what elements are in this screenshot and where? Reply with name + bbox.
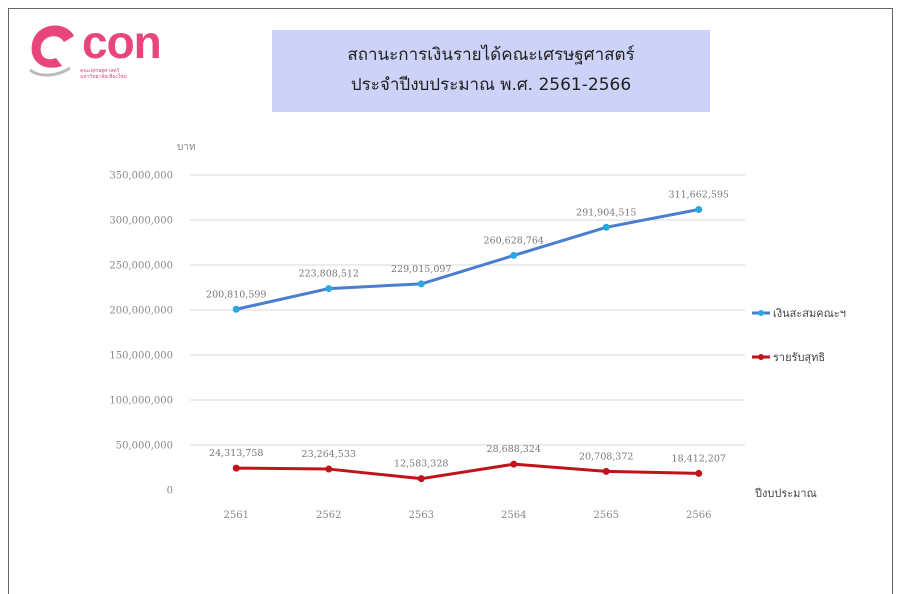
y-tick-label: 200,000,000 [109, 306, 173, 317]
y-tick-labels: 0 50,000,000 100,000,000 150,000,000 200,000… [109, 171, 173, 497]
y-tick-label: 300,000,000 [109, 216, 173, 227]
data-label: 223,808,512 [299, 269, 359, 280]
x-tick-label: 2565 [594, 510, 619, 521]
data-point [417, 475, 425, 483]
data-label: 291,904,515 [576, 207, 636, 218]
data-point [232, 305, 240, 313]
y-tick-label: 350,000,000 [109, 171, 173, 182]
data-labels: 200,810,599 223,808,512 229,015,097 260,628… [206, 190, 729, 470]
x-tick-label: 2566 [686, 510, 711, 521]
logo-text: con [82, 16, 162, 68]
data-label: 23,264,533 [302, 449, 356, 460]
y-tick-label: 250,000,000 [109, 261, 173, 272]
data-label: 24,313,758 [209, 448, 263, 459]
logo-subtitle: คณะเศรษฐศาสตร์ มหาวิทยาลัยเชียงใหม่ [80, 68, 170, 80]
title-line-1: สถานะการเงินรายได้คณะเศรษฐศาสตร์ [347, 45, 635, 65]
x-tick-label: 2564 [501, 510, 526, 521]
series-line [236, 462, 699, 481]
data-point [602, 467, 610, 475]
x-tick-label: 2561 [224, 510, 249, 521]
x-tick-labels: 2561 2562 2563 2564 2565 2566 [224, 510, 712, 521]
legend-marker [758, 310, 764, 316]
y-axis-label: บาท [177, 142, 196, 153]
data-label: 18,412,207 [672, 453, 726, 464]
data-point [232, 464, 240, 472]
y-tick-label: 100,000,000 [109, 396, 173, 407]
series-group [232, 206, 703, 483]
y-tick-label: 50,000,000 [116, 441, 173, 452]
data-point [417, 280, 425, 288]
data-label: 311,662,595 [669, 190, 729, 201]
legend-label: รายรับสุทธิ [773, 351, 825, 364]
title-line-2: ประจำปีงบประมาณ พ.ศ. 2561-2566 [350, 75, 632, 95]
data-point [325, 465, 333, 473]
logo-sub-line2: มหาวิทยาลัยเชียงใหม่ [80, 74, 127, 80]
data-point [695, 469, 703, 477]
data-point [325, 285, 333, 293]
data-label: 260,628,764 [484, 235, 544, 246]
econ-logo: con คณะเศรษฐศาสตร์ มหาวิทยาลัยเชียงใหม่ [22, 14, 162, 80]
y-tick-label: 150,000,000 [109, 351, 173, 362]
grid-lines [190, 174, 745, 446]
data-label: 28,688,324 [487, 444, 541, 455]
data-point [695, 206, 703, 214]
x-tick-label: 2562 [316, 510, 341, 521]
x-tick-label: 2563 [409, 510, 434, 521]
x-axis-label: ปีงบประมาณ [754, 487, 817, 500]
data-label: 229,015,097 [391, 264, 451, 275]
title-box: สถานะการเงินรายได้คณะเศรษฐศาสตร์ ประจำปี… [272, 30, 710, 112]
data-label: 12,583,328 [394, 459, 448, 470]
legend-marker [758, 354, 764, 360]
y-tick-label: 0 [167, 486, 173, 497]
logo-sub-line1: คณะเศรษฐศาสตร์ [80, 68, 120, 74]
series-line [235, 208, 700, 311]
legend-label: เงินสะสมคณะฯ [773, 307, 846, 320]
data-point [510, 251, 518, 259]
data-label: 20,708,372 [579, 451, 633, 462]
data-point [510, 460, 518, 468]
data-point [602, 223, 610, 231]
data-label: 200,810,599 [206, 289, 266, 300]
logo-swirl-icon [29, 25, 74, 77]
